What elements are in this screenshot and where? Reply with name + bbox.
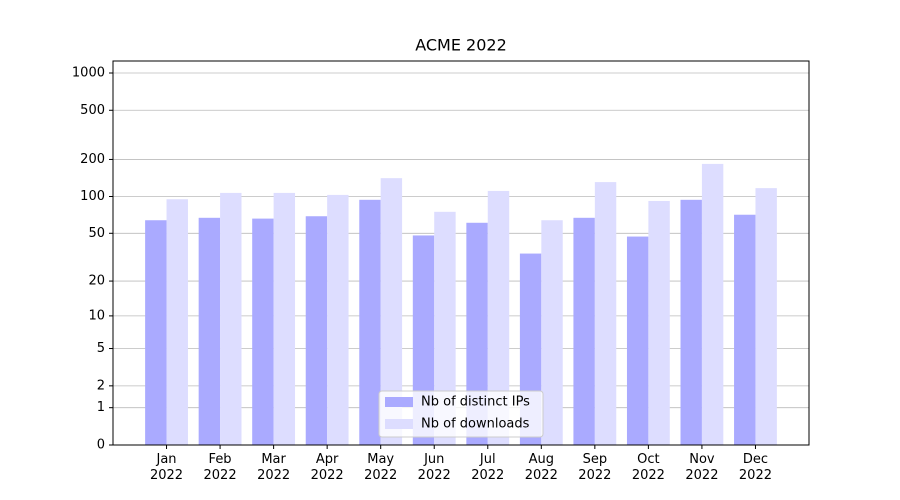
- bar: [594, 182, 617, 445]
- x-tick-label: Oct 2022: [631, 452, 665, 483]
- bar: [145, 220, 167, 445]
- bar: [648, 200, 670, 445]
- y-tick-label: 0: [97, 438, 105, 453]
- bar: [434, 211, 456, 445]
- x-tick-label: Nov 2022: [685, 452, 719, 483]
- bar: [680, 199, 702, 445]
- y-tick-label: 500: [80, 103, 105, 118]
- y-tick-label: 10: [88, 308, 105, 323]
- y-tick-label: 20: [88, 274, 105, 289]
- legend-box: [378, 390, 544, 438]
- bar: [755, 188, 777, 445]
- bar: [487, 190, 510, 445]
- bar: [220, 192, 242, 445]
- x-tick-label: Jun 2022: [417, 452, 451, 483]
- bar: [573, 217, 595, 445]
- x-tick-label: Mar 2022: [257, 452, 291, 483]
- x-tick-label: Apr 2022: [310, 452, 344, 483]
- bar: [734, 214, 756, 445]
- bar: [466, 222, 488, 445]
- bar: [359, 199, 381, 445]
- bar: [327, 194, 349, 445]
- legend-label: Nb of downloads: [421, 417, 530, 432]
- y-tick-label: 200: [80, 152, 105, 167]
- bar: [701, 163, 724, 445]
- x-tick-label: Sep 2022: [578, 452, 612, 483]
- x-tick-label: May 2022: [364, 452, 398, 483]
- y-tick-label: 1000: [72, 66, 105, 81]
- plot-frame: [112, 60, 810, 446]
- y-tick-label: 2: [97, 378, 105, 393]
- y-tick-label: 5: [97, 341, 105, 356]
- chart-title: ACME 2022: [415, 36, 507, 55]
- bar: [198, 217, 221, 445]
- x-tick-label: Aug 2022: [524, 452, 558, 483]
- y-tick-label: 100: [80, 189, 105, 204]
- bar: [252, 218, 274, 445]
- legend-swatch: [385, 419, 413, 429]
- bar: [166, 199, 188, 445]
- x-tick-label: Dec 2022: [738, 452, 772, 483]
- x-tick-label: Feb 2022: [203, 452, 237, 483]
- y-tick-label: 1: [97, 400, 105, 415]
- bar: [626, 236, 649, 445]
- bar: [273, 192, 296, 445]
- x-tick-label: Jul 2022: [471, 452, 505, 483]
- legend-swatch: [385, 397, 413, 407]
- bar: [380, 178, 403, 445]
- legend-label: Nb of distinct IPs: [421, 395, 530, 410]
- bar: [305, 216, 328, 445]
- y-tick-label: 50: [88, 226, 105, 241]
- x-tick-label: Jan 2022: [149, 452, 184, 483]
- bar: [541, 220, 563, 445]
